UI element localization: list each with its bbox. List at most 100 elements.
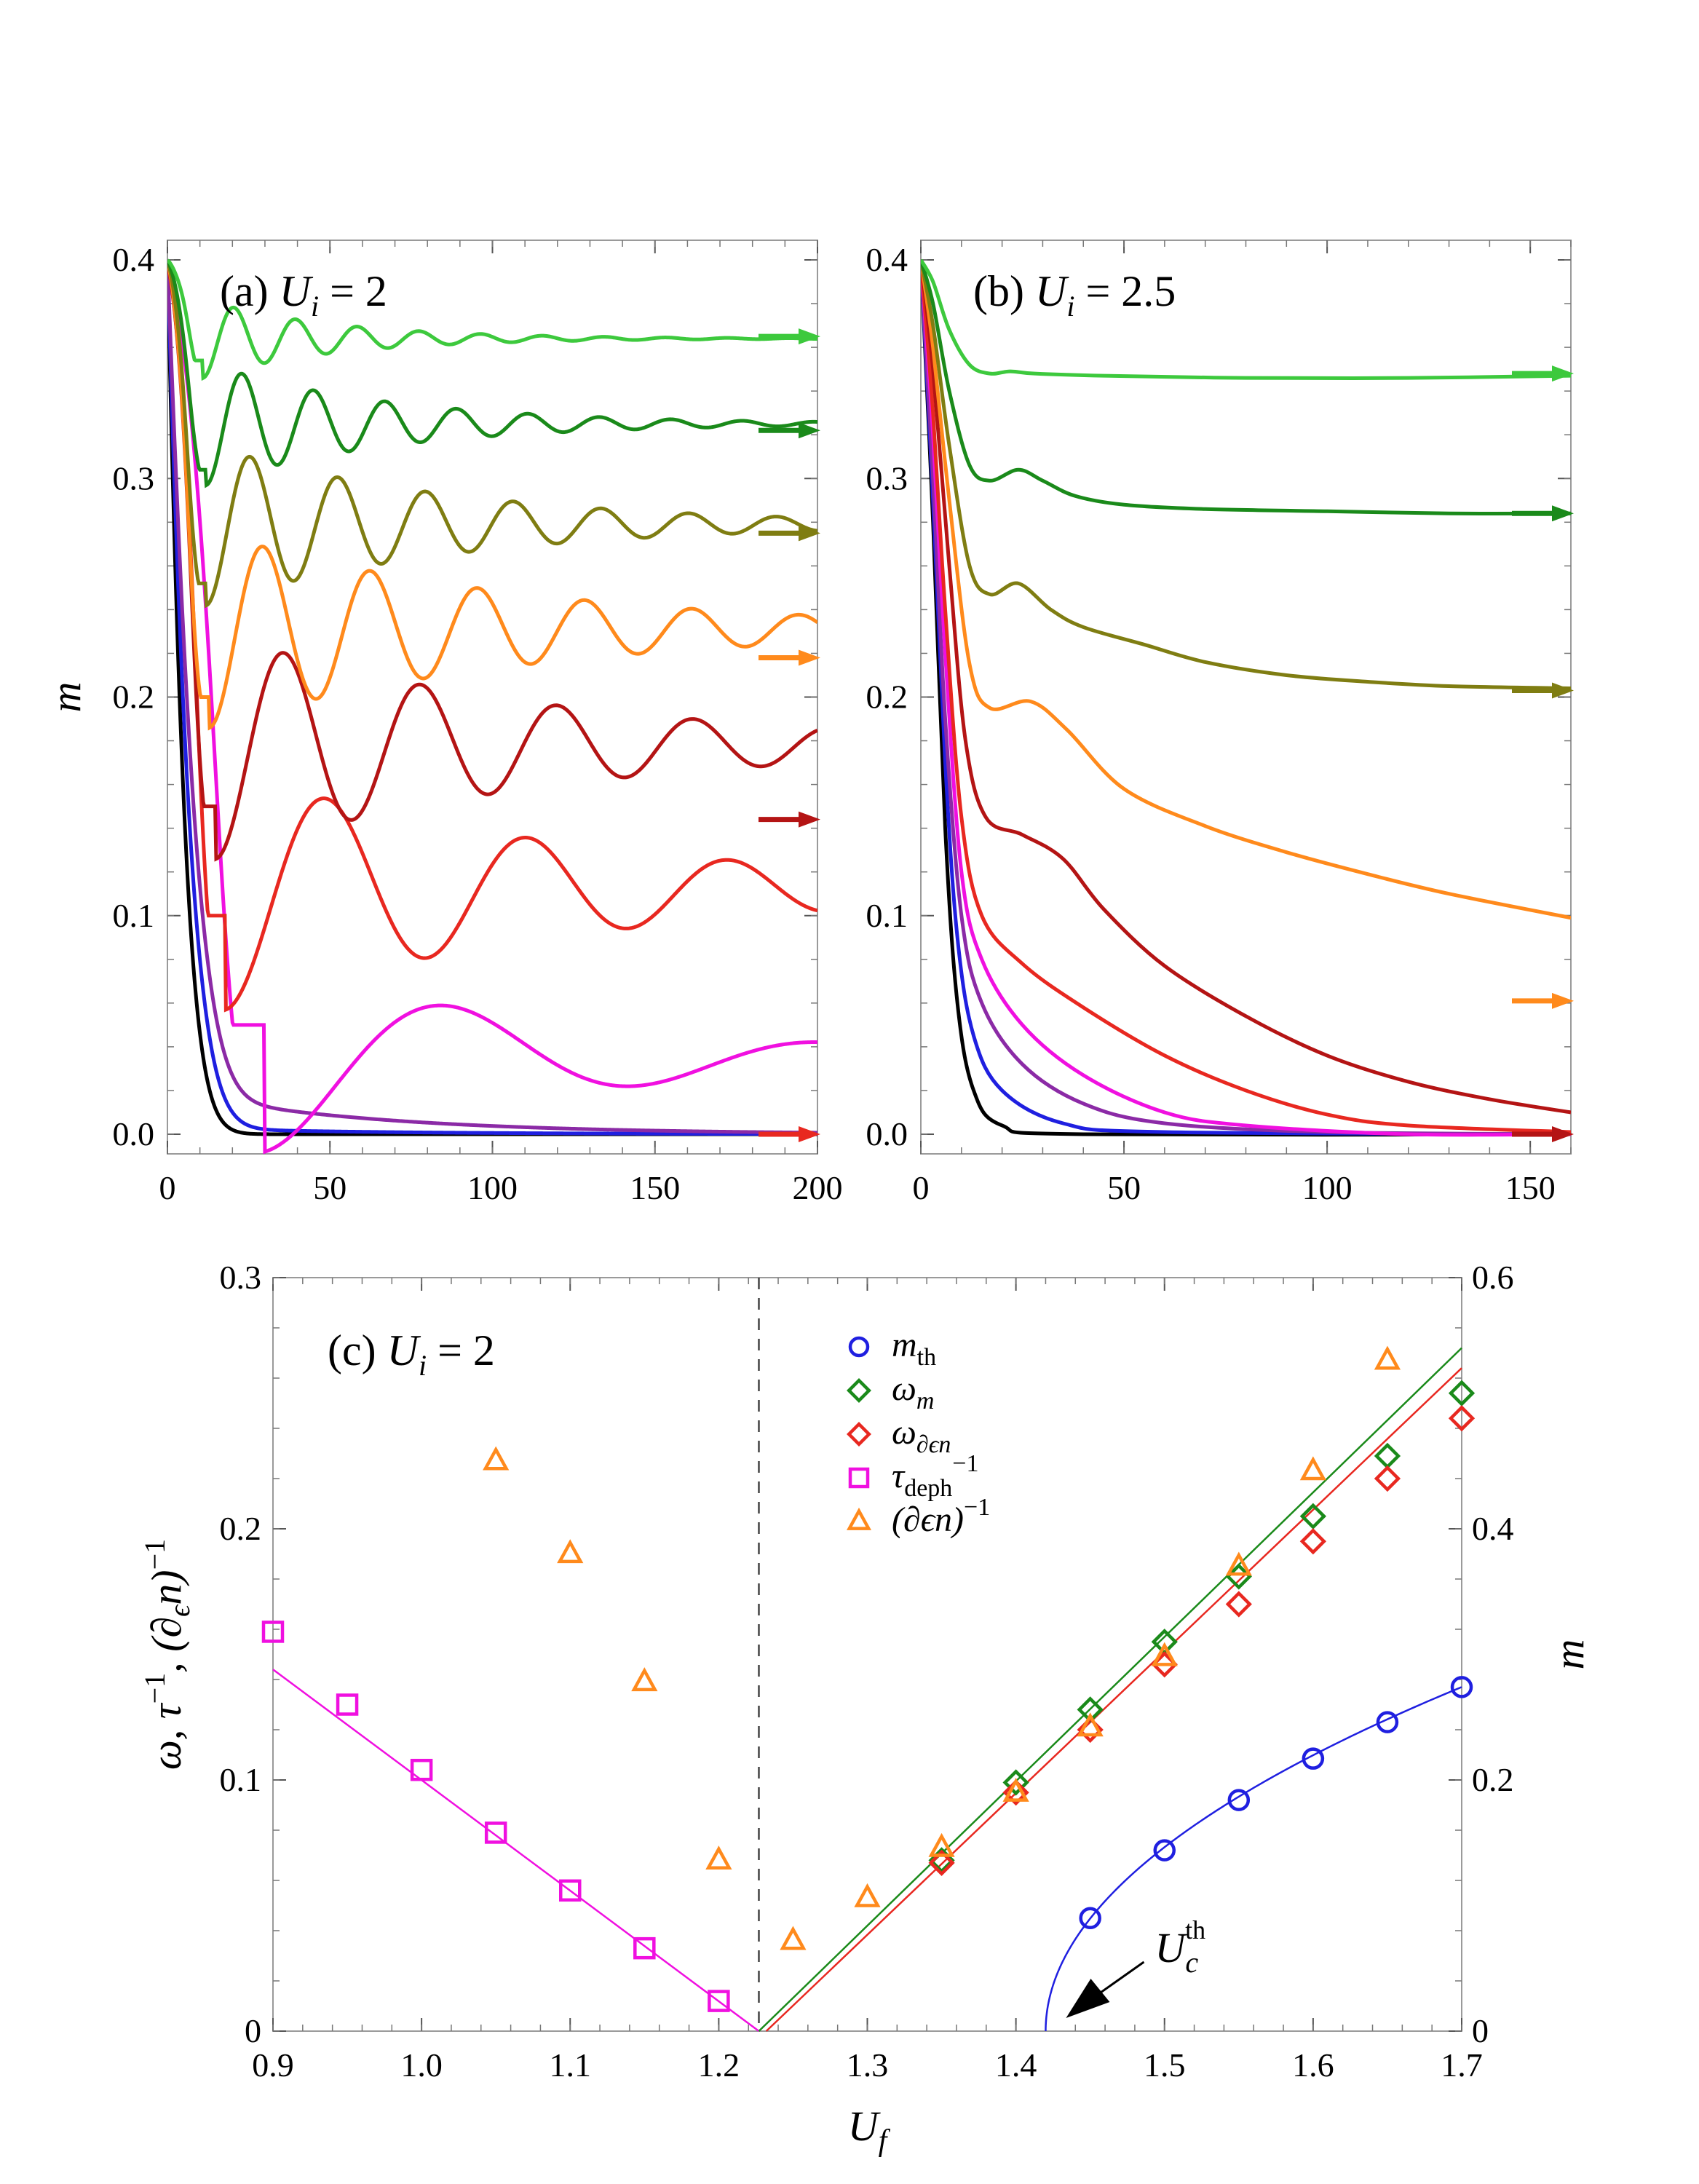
x-tick-label: 50 <box>313 1169 346 1206</box>
fit-line <box>758 1347 1462 2032</box>
x-tick-label: 0.9 <box>252 2046 294 2084</box>
data-point <box>1225 1591 1252 1618</box>
panel-a-frame <box>167 240 818 1155</box>
series-line <box>167 259 817 488</box>
data-point <box>1227 1789 1251 1811</box>
x-tick-label: 1.3 <box>847 2046 889 2084</box>
x-tick-label: 1.2 <box>698 2046 740 2084</box>
legend-marker <box>847 1422 871 1447</box>
y-left-tick-label: 0 <box>245 2012 261 2049</box>
panel-c-scatter-chart: 0.9 1.0 1.1 1.2 1.3 1.4 1.5 1.6 1.700.10.20.300.… <box>138 1259 1593 2158</box>
data-point <box>1299 1503 1327 1530</box>
data-point <box>854 1883 881 1907</box>
data-point <box>1374 1465 1401 1492</box>
data-point <box>1299 1456 1326 1481</box>
steady-state-arrow-head <box>799 811 820 828</box>
series-line <box>921 259 1571 1134</box>
steady-state-arrow-head <box>1552 365 1574 382</box>
steady-state-arrow-head <box>799 422 820 439</box>
y-axis-title: m <box>42 682 90 713</box>
y-tick-label: 0.3 <box>866 459 908 496</box>
data-point <box>484 1821 507 1844</box>
x-tick-label: 50 <box>1107 1169 1141 1206</box>
data-point <box>633 1936 656 1960</box>
fit-line <box>272 1669 760 2033</box>
y-right-tick-label: 0 <box>1472 2012 1489 2049</box>
legend-marker <box>848 1467 870 1489</box>
x-tick-label: 100 <box>467 1169 518 1206</box>
x-tick-label: 0 <box>913 1169 930 1206</box>
panel-b-title: (b) Ui = 2.5 <box>973 267 1176 323</box>
steady-state-arrow-head <box>1552 505 1574 522</box>
panel-a-line-chart: 0 50 100 150 200 0.0 0.1 0.2 0.3 0.4 m (a) Ui = 2 <box>42 240 843 1206</box>
steady-state-arrow-head <box>1552 682 1574 699</box>
data-point <box>1151 1642 1178 1666</box>
series-line <box>167 259 817 1136</box>
y-left-tick-label: 0.1 <box>220 1761 262 1798</box>
legend-label: (∂ϵn)−1 <box>892 1494 990 1539</box>
data-point <box>1450 1676 1473 1698</box>
panel-b-line-chart: 0 50 100 150 0.0 0.1 0.2 0.3 0.4 (b) Ui = 2.5 <box>866 240 1574 1206</box>
panel-a-title: (a) Ui = 2 <box>220 267 387 323</box>
x-tick-label: 0 <box>159 1169 176 1206</box>
steady-state-arrow-head <box>799 328 820 345</box>
data-point <box>708 1990 730 2012</box>
series-circle <box>1079 1676 1473 1929</box>
series-line <box>167 266 817 1154</box>
y-right-tick-label: 0.4 <box>1472 1510 1514 1547</box>
legend-label: ω∂ϵn <box>892 1413 951 1458</box>
series-diamond <box>928 1405 1476 1876</box>
y-left-tick-label: 0.3 <box>220 1259 262 1296</box>
x-tick-label: 1.7 <box>1441 2046 1483 2084</box>
y-tick-label: 0.4 <box>866 241 908 278</box>
fit-line <box>765 1367 1462 2032</box>
legend-label: τdeph−1 <box>892 1450 978 1502</box>
data-point <box>1002 1769 1029 1796</box>
steady-state-arrow-head <box>799 525 820 542</box>
x-axis-title: Uf <box>848 2102 891 2158</box>
data-point <box>1448 1380 1476 1406</box>
series-line <box>167 265 817 1013</box>
data-point <box>1374 1442 1401 1470</box>
y-tick-label: 0.3 <box>113 459 155 496</box>
panel-b-series <box>921 258 1571 1137</box>
series-line <box>167 259 817 1136</box>
m-th-fit-curve <box>1045 1686 1462 2032</box>
series-line <box>167 262 817 731</box>
series-line <box>921 259 1571 690</box>
steady-state-arrow-head <box>1552 992 1574 1009</box>
y-left-tick-label: 0.2 <box>220 1510 262 1547</box>
series-line <box>167 261 817 609</box>
data-point <box>261 1621 285 1643</box>
data-point <box>1079 1907 1101 1929</box>
legend-label: ωm <box>892 1369 934 1415</box>
y-right-tick-label: 0.6 <box>1472 1259 1514 1296</box>
data-point <box>1376 1711 1399 1733</box>
uc-th-annotation: Ucth <box>1155 1915 1205 1979</box>
x-tick-label: 1.5 <box>1144 2046 1186 2084</box>
x-tick-label: 1.4 <box>995 2046 1037 2084</box>
steady-state-arrow-head <box>1552 1126 1574 1142</box>
legend-label: mth <box>892 1326 936 1371</box>
steady-state-arrow-head <box>799 1126 820 1142</box>
data-point <box>410 1758 433 1781</box>
data-point <box>1374 1345 1401 1370</box>
data-point <box>557 1539 584 1564</box>
data-point <box>928 1832 955 1857</box>
data-point <box>705 1845 732 1870</box>
data-point <box>1077 1712 1104 1737</box>
y-tick-label: 0.2 <box>113 678 155 716</box>
y-right-axis-title: m <box>1545 1639 1593 1670</box>
x-tick-label: 100 <box>1302 1169 1353 1206</box>
data-point <box>1002 1779 1029 1806</box>
panel-a-series <box>167 258 817 1154</box>
data-point <box>780 1926 807 1950</box>
series-line <box>921 259 1571 1136</box>
uc-th-arrow-head <box>1066 1979 1110 2018</box>
y-tick-label: 0.0 <box>113 1115 155 1152</box>
data-point <box>1225 1551 1252 1576</box>
x-tick-label: 150 <box>1505 1169 1556 1206</box>
series-line <box>167 263 817 862</box>
